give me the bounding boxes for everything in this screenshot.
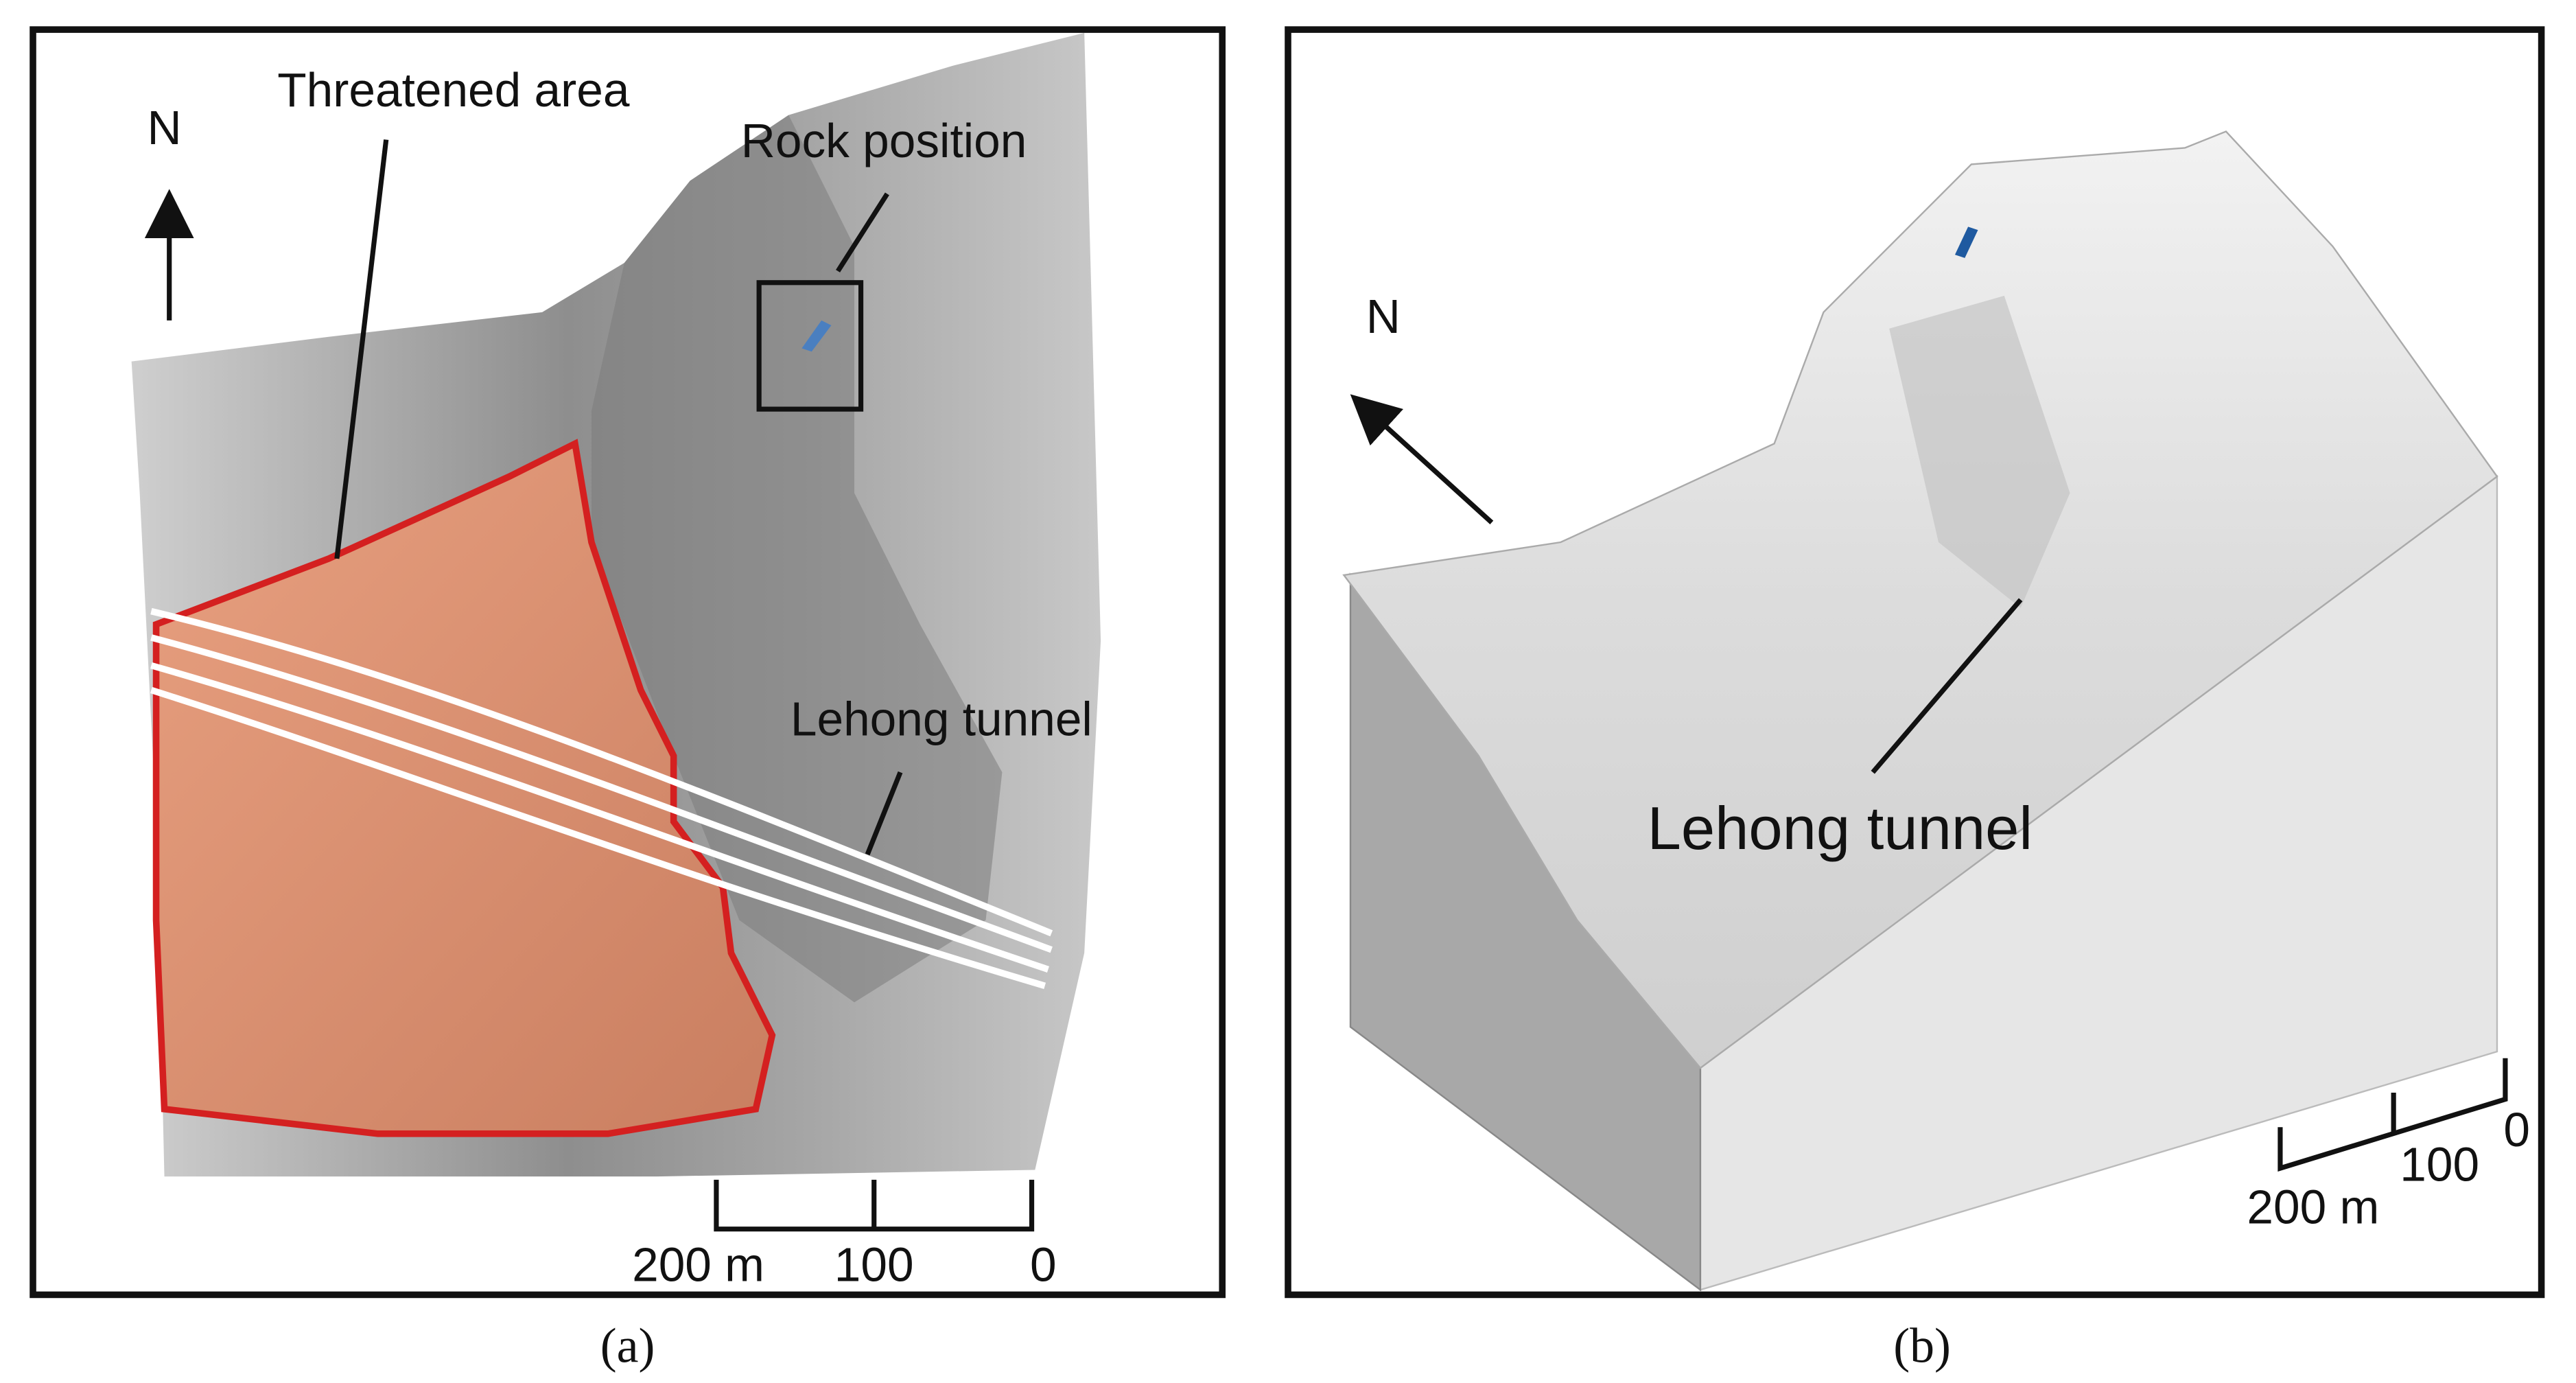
tunnel-lines [150,607,1053,989]
rock-mark [1954,226,1978,258]
scale-label: 0 [1030,1237,1057,1291]
tunnel-line [150,686,1046,989]
north-label: N [1366,290,1401,343]
rock-mark [801,320,832,352]
scale-label: 100 [2400,1137,2479,1191]
valley-shade [1889,295,2070,608]
leader-line [334,139,389,559]
scale-label: 0 [2503,1103,2530,1157]
block-top [1342,130,2498,1069]
north-arrow [1350,394,1494,524]
threatened-label: Threatened area [277,63,630,117]
leader-line [1871,598,2023,774]
scale-label: 100 [834,1237,914,1291]
leader-line [836,192,889,272]
tunnel-line [150,662,1050,973]
scale-label: 200 m [632,1237,764,1291]
rock-label: Rock position [741,114,1027,167]
scale-bar [714,1179,1035,1232]
caption: (b) [1893,1318,1951,1373]
tunnel-label: Lehong tunnel [791,693,1092,746]
scale-bar [2278,1058,2508,1172]
scale-label: 200 m [2247,1181,2379,1234]
caption: (a) [600,1318,655,1373]
rock-box [756,280,864,412]
tunnel-line [150,634,1053,953]
leader-line [865,771,903,856]
north-label: N [147,101,181,154]
tunnel-label: Lehong tunnel [1648,794,2033,862]
tunnel-line [150,607,1053,937]
